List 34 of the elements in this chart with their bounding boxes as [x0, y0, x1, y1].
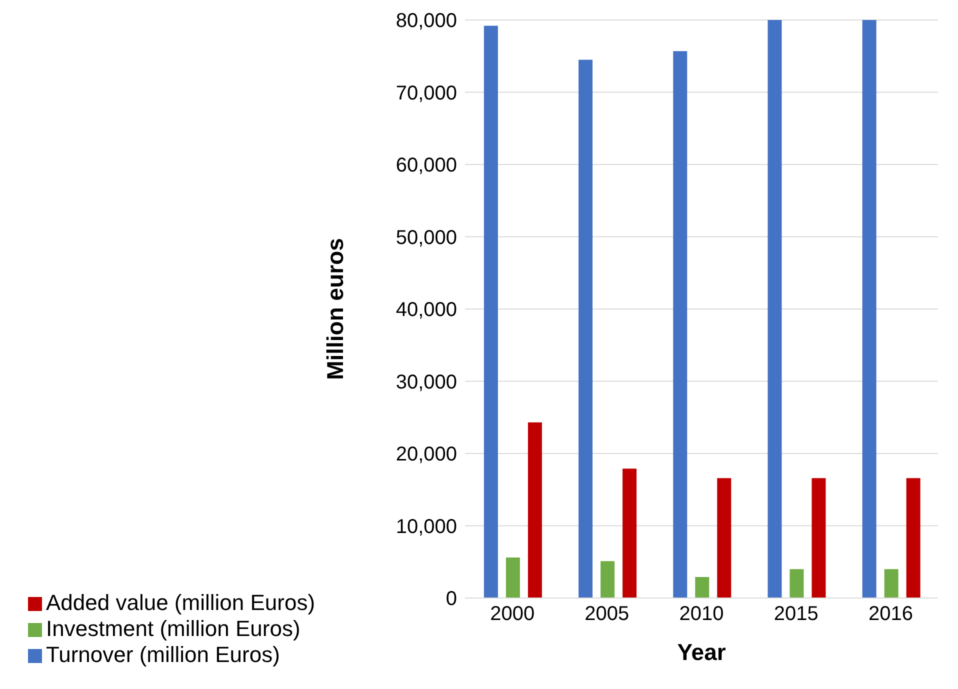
x-tick-label: 2000 [490, 603, 535, 626]
x-tick-label: 2005 [584, 603, 630, 626]
bar [812, 478, 826, 598]
y-tick-label: 70,000 [396, 82, 458, 104]
y-tick-label: 80,000 [396, 10, 458, 32]
bar [600, 561, 615, 598]
legend-label: Turnover (million Euros) [46, 642, 280, 667]
y-tick-label: 20,000 [396, 444, 458, 466]
bar [790, 569, 804, 598]
bar [906, 478, 920, 598]
bar [673, 51, 688, 598]
y-tick-label: 0 [446, 588, 458, 610]
legend-label: Added value (million Euros) [46, 590, 316, 615]
bar [884, 569, 898, 598]
y-tick-label: 10,000 [396, 516, 458, 538]
bar [622, 468, 637, 598]
x-tick-label: 2016 [868, 603, 913, 626]
y-tick-label: 50,000 [396, 226, 458, 249]
y-tick-label: 40,000 [396, 299, 458, 322]
legend-label: Investment (million Euros) [46, 616, 300, 641]
x-tick-label: 2015 [774, 603, 818, 626]
bar [528, 422, 542, 598]
bar [695, 577, 710, 598]
bar [484, 26, 498, 598]
bar [862, 20, 876, 598]
bar [768, 20, 782, 598]
bar [717, 478, 732, 598]
y-tick-label: 60,000 [396, 154, 458, 177]
y-tick-label: 30,000 [396, 371, 458, 394]
x-tick-label: 2010 [679, 603, 724, 626]
x-axis-title: Year [677, 639, 726, 665]
bar [578, 60, 593, 598]
bar [506, 558, 520, 598]
y-axis-title: Million euros [322, 238, 348, 380]
